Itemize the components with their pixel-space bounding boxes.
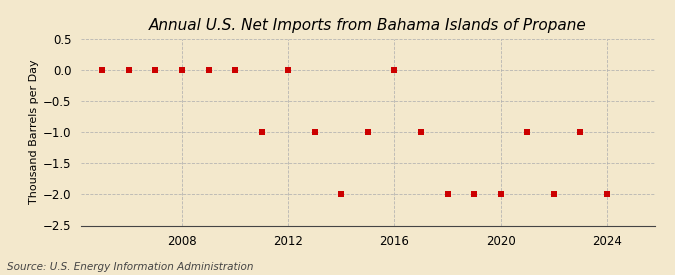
Point bbox=[150, 67, 161, 72]
Point bbox=[495, 192, 506, 197]
Point bbox=[124, 67, 134, 72]
Y-axis label: Thousand Barrels per Day: Thousand Barrels per Day bbox=[28, 60, 38, 204]
Point bbox=[283, 67, 294, 72]
Point bbox=[336, 192, 347, 197]
Point bbox=[230, 67, 240, 72]
Point bbox=[362, 130, 373, 134]
Point bbox=[177, 67, 188, 72]
Point bbox=[389, 67, 400, 72]
Point bbox=[416, 130, 427, 134]
Point bbox=[468, 192, 479, 197]
Point bbox=[522, 130, 533, 134]
Text: Source: U.S. Energy Information Administration: Source: U.S. Energy Information Administ… bbox=[7, 262, 253, 272]
Point bbox=[309, 130, 320, 134]
Point bbox=[97, 67, 107, 72]
Point bbox=[442, 192, 453, 197]
Point bbox=[203, 67, 214, 72]
Point bbox=[256, 130, 267, 134]
Point bbox=[601, 192, 612, 197]
Title: Annual U.S. Net Imports from Bahama Islands of Propane: Annual U.S. Net Imports from Bahama Isla… bbox=[149, 18, 587, 33]
Point bbox=[548, 192, 559, 197]
Point bbox=[575, 130, 586, 134]
